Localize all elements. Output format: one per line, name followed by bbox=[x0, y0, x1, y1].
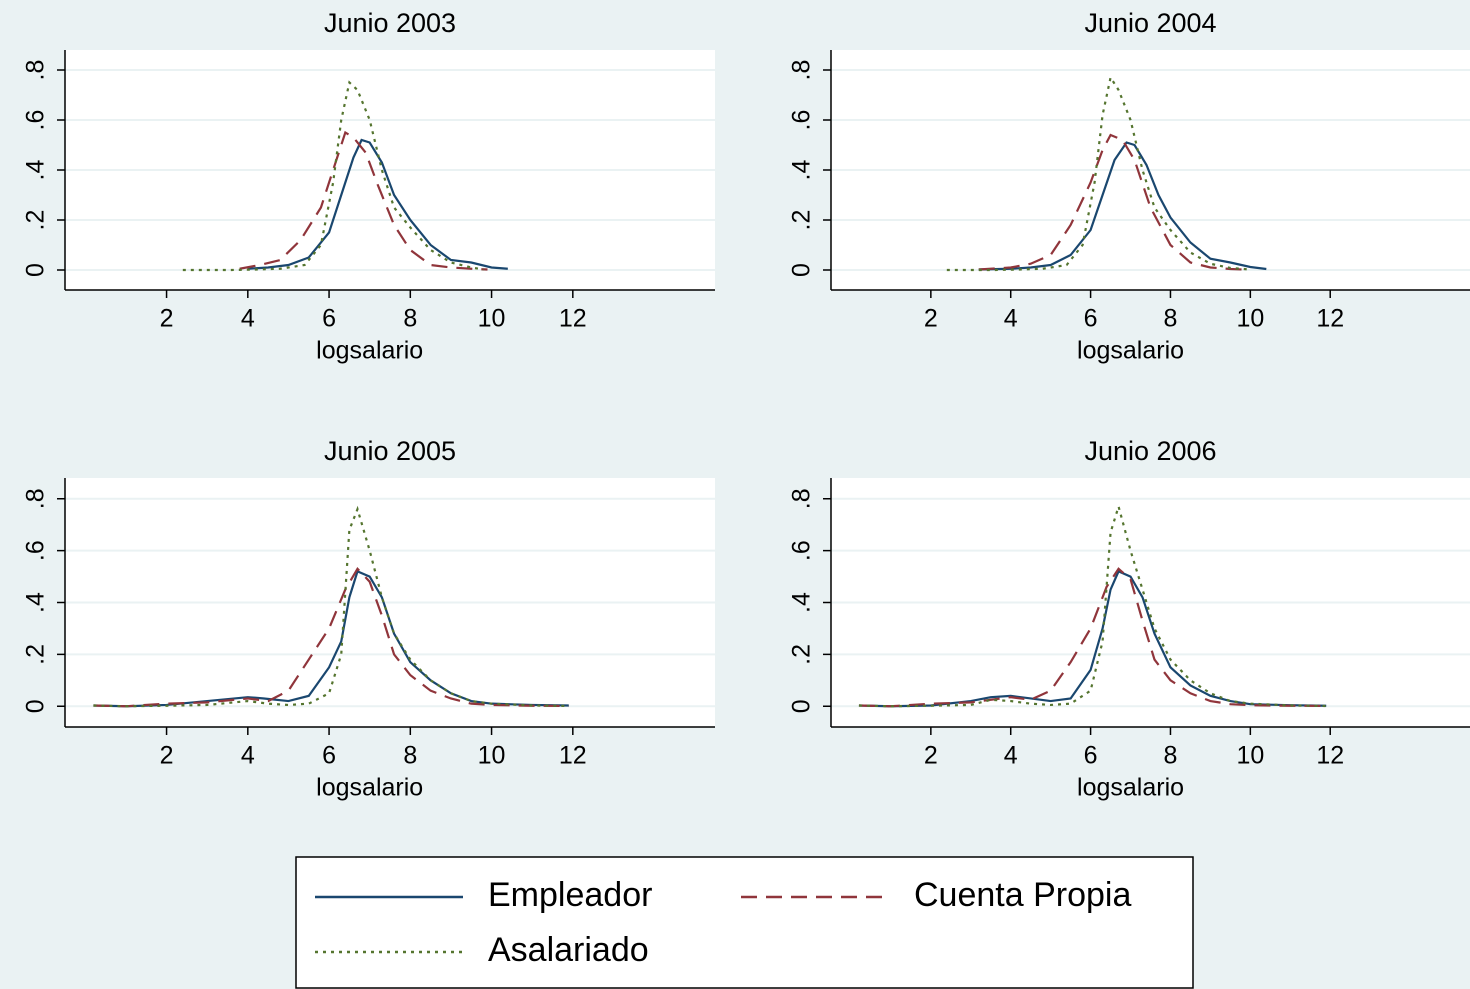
x-tick-label: 10 bbox=[1236, 305, 1264, 333]
x-tick-label: 2 bbox=[160, 305, 174, 333]
x-tick-label: 10 bbox=[1236, 742, 1264, 770]
y-tick-label: .6 bbox=[22, 540, 50, 561]
x-tick-label: 8 bbox=[1164, 305, 1178, 333]
x-tick-label: 10 bbox=[478, 305, 506, 333]
x-axis-title: logsalario bbox=[1077, 337, 1184, 365]
x-tick-label: 6 bbox=[1084, 742, 1098, 770]
x-tick-label: 4 bbox=[241, 305, 255, 333]
density-line bbox=[182, 80, 484, 272]
x-tick-label: 12 bbox=[559, 305, 587, 333]
density-line bbox=[978, 133, 1251, 271]
density-line bbox=[93, 505, 569, 708]
x-tick-label: 2 bbox=[160, 742, 174, 770]
panel-title: Junio 2004 bbox=[1084, 8, 1216, 38]
panel-title: Junio 2005 bbox=[324, 436, 456, 466]
x-tick-label: 6 bbox=[322, 305, 336, 333]
y-tick-label: .4 bbox=[22, 592, 50, 613]
x-tick-label: 12 bbox=[1316, 742, 1344, 770]
y-tick-label: .2 bbox=[788, 210, 816, 231]
y-tick-label: .2 bbox=[22, 644, 50, 665]
y-tick-label: .4 bbox=[22, 159, 50, 180]
x-axis-title: logsalario bbox=[1077, 774, 1184, 802]
density-line bbox=[247, 138, 508, 270]
y-tick-label: .6 bbox=[788, 540, 816, 561]
x-tick-label: 4 bbox=[1004, 305, 1018, 333]
x-tick-label: 2 bbox=[924, 742, 938, 770]
y-tick-label: .2 bbox=[788, 644, 816, 665]
x-tick-label: 8 bbox=[403, 742, 417, 770]
y-tick-label: .6 bbox=[22, 110, 50, 131]
x-tick-label: 2 bbox=[924, 305, 938, 333]
y-tick-label: .8 bbox=[22, 60, 50, 81]
x-axis-title: logsalario bbox=[316, 337, 423, 365]
density-line bbox=[978, 141, 1267, 271]
y-tick-label: 0 bbox=[22, 263, 50, 277]
panel-title: Junio 2006 bbox=[1084, 436, 1216, 466]
y-tick-label: .8 bbox=[788, 60, 816, 81]
y-tick-label: 0 bbox=[22, 699, 50, 713]
density-line bbox=[858, 567, 1327, 708]
y-tick-label: .2 bbox=[22, 210, 50, 231]
legend-label: Empleador bbox=[488, 876, 652, 914]
y-tick-label: 0 bbox=[788, 699, 816, 713]
legend-box bbox=[295, 856, 1194, 989]
x-tick-label: 6 bbox=[322, 742, 336, 770]
x-tick-label: 12 bbox=[1316, 305, 1344, 333]
x-axis-title: logsalario bbox=[316, 774, 423, 802]
legend-label: Cuenta Propia bbox=[914, 876, 1131, 914]
y-tick-label: .8 bbox=[22, 488, 50, 509]
panel-title: Junio 2003 bbox=[324, 8, 456, 38]
x-tick-label: 8 bbox=[403, 305, 417, 333]
x-tick-label: 4 bbox=[241, 742, 255, 770]
density-line bbox=[93, 566, 569, 708]
y-tick-label: .4 bbox=[788, 159, 816, 180]
legend-label: Asalariado bbox=[488, 931, 649, 969]
x-tick-label: 10 bbox=[478, 742, 506, 770]
x-tick-label: 12 bbox=[559, 742, 587, 770]
x-tick-label: 4 bbox=[1004, 742, 1018, 770]
y-tick-label: .4 bbox=[788, 592, 816, 613]
x-tick-label: 6 bbox=[1084, 305, 1098, 333]
y-tick-label: .8 bbox=[788, 488, 816, 509]
density-line bbox=[239, 130, 488, 271]
y-tick-label: .6 bbox=[788, 110, 816, 131]
density-line bbox=[858, 569, 1327, 708]
y-tick-label: 0 bbox=[788, 263, 816, 277]
x-tick-label: 8 bbox=[1164, 742, 1178, 770]
